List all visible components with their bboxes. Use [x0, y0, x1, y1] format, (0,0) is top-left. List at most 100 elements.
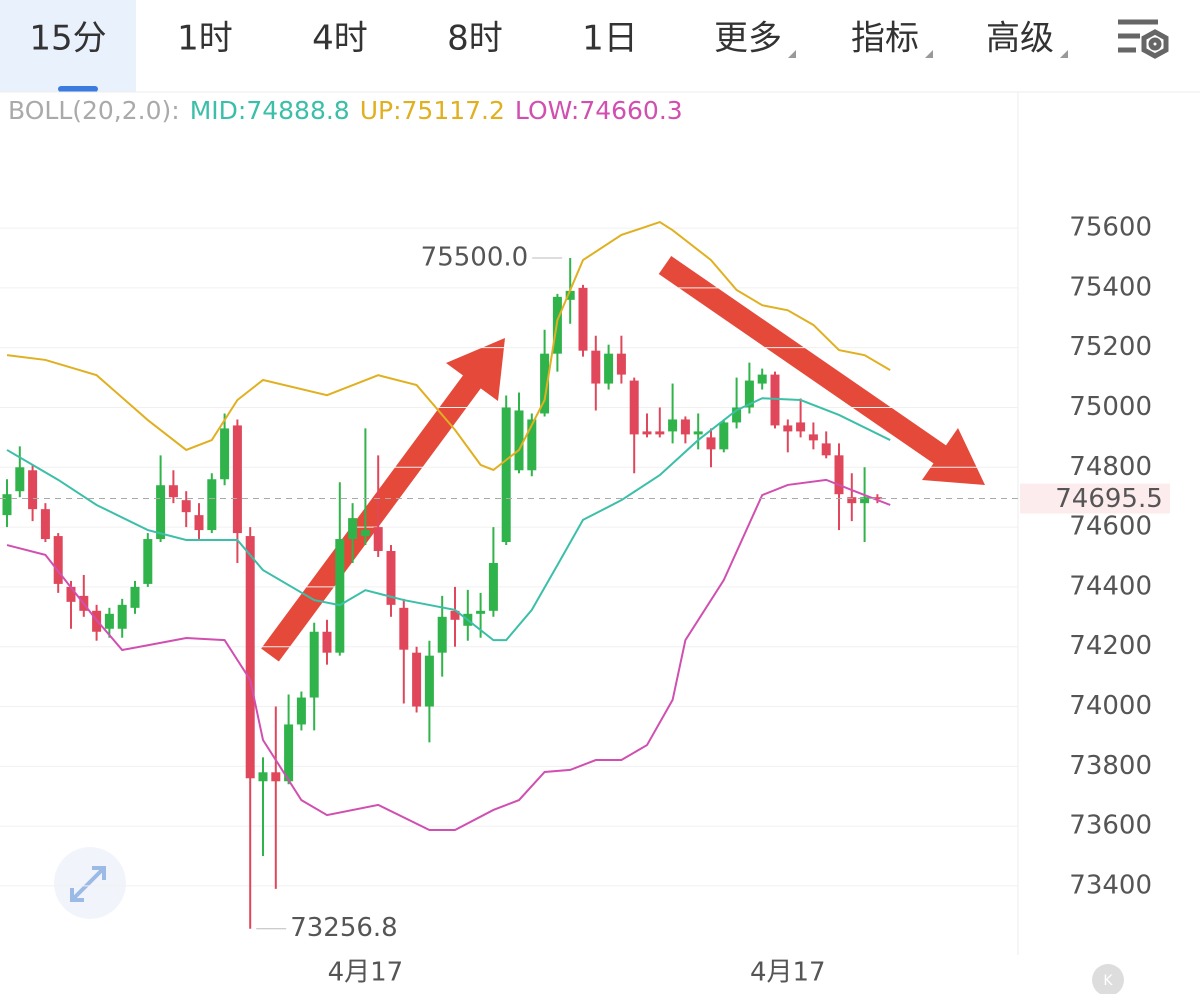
dropdown-caret: [788, 50, 796, 58]
y-tick-label: 73600: [1069, 811, 1152, 841]
candle-body: [488, 562, 498, 611]
candle-body: [40, 509, 50, 540]
dropdown-caret: [925, 50, 933, 58]
candle-body: [514, 410, 524, 471]
boll-line: [6, 397, 891, 642]
candle-body: [680, 419, 690, 435]
candle-body: [335, 539, 345, 653]
candle-body: [642, 431, 652, 435]
y-tick-label: 74400: [1069, 571, 1152, 601]
y-tick-label: 75600: [1069, 213, 1152, 243]
y-tick-label: 74200: [1069, 631, 1152, 661]
legend-text: BOLL(20,2.0):: [8, 96, 180, 125]
boll-line: [6, 220, 891, 472]
candle-body: [360, 530, 370, 537]
svg-text:K: K: [1103, 973, 1113, 989]
candle-body: [719, 422, 729, 450]
candle-body: [245, 536, 255, 779]
candle-body: [847, 497, 857, 504]
low-label: 73256.8: [290, 913, 398, 943]
candle-body: [2, 494, 12, 516]
candle-body: [66, 586, 76, 602]
candle-body: [501, 407, 511, 543]
candle-body: [373, 527, 383, 552]
x-tick-label: 4月17: [328, 958, 404, 988]
dropdown-caret: [1060, 50, 1068, 58]
last-price-label: 74695.5: [1055, 484, 1163, 514]
candle-body: [796, 422, 806, 432]
y-tick-label: 74800: [1069, 452, 1152, 482]
candle-body: [399, 607, 409, 650]
candle-body: [527, 419, 537, 471]
candle-body: [744, 380, 754, 408]
trend-arrows: [261, 255, 985, 662]
candle-body: [450, 610, 460, 620]
candle-body: [168, 485, 178, 498]
selected-tab-bg: [0, 0, 136, 92]
tab[interactable]: 15分: [29, 19, 106, 59]
y-tick-label: 75000: [1069, 392, 1152, 422]
tab[interactable]: 高级: [986, 19, 1054, 59]
legend-text: 74660.3: [579, 96, 682, 125]
candle-body: [130, 586, 140, 608]
settings-icon[interactable]: [1118, 19, 1169, 59]
legend-text: MID:: [190, 96, 247, 125]
indicator-legend: BOLL(20,2.0): MID:74888.8 UP:75117.2 LOW:74…: [8, 96, 683, 125]
candle-body: [232, 425, 242, 534]
candle-body: [194, 515, 204, 531]
legend-text: LOW:: [515, 96, 579, 125]
legend-text: UP:: [360, 96, 402, 125]
candle-body: [706, 437, 716, 450]
candle-body: [117, 604, 127, 629]
tab[interactable]: 1时: [177, 19, 233, 59]
tab[interactable]: 指标: [851, 19, 919, 59]
candle-body: [386, 551, 396, 605]
boll-line: [6, 478, 891, 832]
candle-body: [424, 655, 434, 707]
candle-body: [540, 353, 550, 414]
candle-body: [284, 724, 294, 782]
candle-body: [271, 772, 281, 782]
candle-body: [860, 497, 870, 504]
tab[interactable]: 更多: [714, 19, 782, 59]
y-tick-label: 74600: [1069, 512, 1152, 542]
tab[interactable]: 1日: [582, 19, 638, 59]
candle-body: [258, 772, 268, 782]
candle-body: [616, 353, 626, 375]
candle-body: [821, 443, 831, 456]
candle-body: [437, 616, 447, 653]
candle-body: [565, 290, 575, 300]
legend-text: 75117.2: [402, 96, 505, 125]
candle-body: [143, 539, 153, 584]
candle-body: [220, 428, 230, 480]
y-tick-label: 75200: [1069, 332, 1152, 362]
expand-button[interactable]: [54, 847, 126, 919]
scroll-latest-button[interactable]: K: [1092, 964, 1124, 994]
candle-body: [808, 434, 818, 441]
candle-body: [629, 380, 639, 435]
tab[interactable]: 8时: [447, 19, 503, 59]
candle-body: [668, 419, 678, 432]
candle-body: [732, 407, 742, 423]
legend-text: 74888.8: [246, 96, 349, 125]
candle-body: [309, 631, 319, 698]
y-tick-label: 73800: [1069, 751, 1152, 781]
candle-body: [181, 500, 191, 513]
candle-body: [591, 350, 601, 384]
candle-body: [578, 287, 588, 351]
candle-body: [15, 467, 25, 492]
tab[interactable]: 4时: [312, 19, 368, 59]
candle-body: [655, 431, 665, 435]
selected-tab-indicator: [58, 86, 98, 92]
y-tick-label: 73400: [1069, 870, 1152, 900]
candle-body: [207, 479, 217, 531]
candle-body: [757, 374, 767, 384]
candle-body: [476, 610, 486, 614]
candle-body: [834, 455, 844, 495]
candle-body: [296, 697, 306, 725]
candle-body: [28, 470, 38, 510]
candle-body: [693, 431, 703, 435]
candle-body: [783, 425, 793, 432]
